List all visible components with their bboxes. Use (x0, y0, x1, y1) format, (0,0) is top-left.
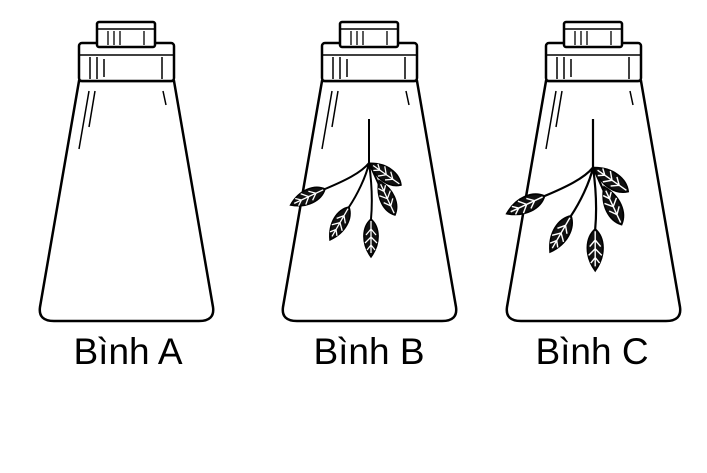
flask-c (503, 20, 682, 323)
flask-b (281, 20, 458, 323)
flask-a-label: Bình A (73, 331, 182, 372)
flask-a (38, 20, 215, 323)
flask-b-label: Bình B (313, 331, 424, 372)
flask-c-label: Bình C (535, 331, 648, 372)
